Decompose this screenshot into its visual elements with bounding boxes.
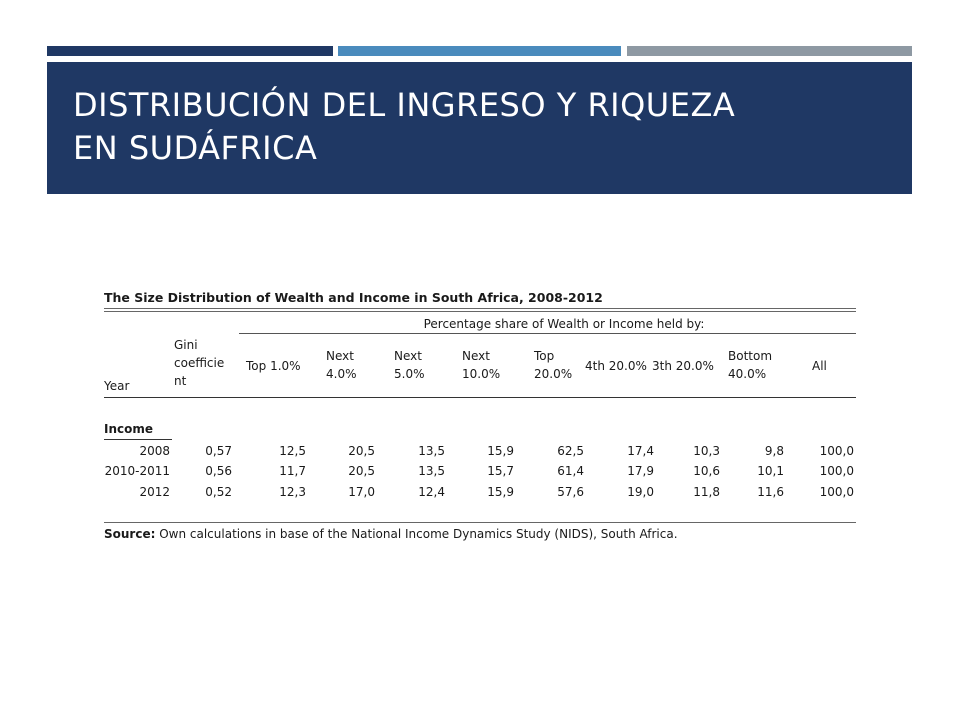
- col-header-bottom40-line1: Bottom: [728, 349, 773, 363]
- cell-year: 2008: [139, 444, 170, 458]
- section-underline: [104, 439, 172, 440]
- col-header-next4: Next 4.0%: [326, 347, 357, 383]
- cell-next4: 17,0: [348, 485, 375, 499]
- table-title: The Size Distribution of Wealth and Inco…: [104, 290, 603, 305]
- table-top-rule: [104, 311, 856, 312]
- section-label-income: Income: [104, 422, 154, 436]
- table-top-rule: [104, 308, 856, 309]
- cell-bottom40: 11,6: [757, 485, 784, 499]
- cell-top1: 11,7: [279, 464, 306, 478]
- col-header-gini-line1: Gini: [174, 338, 198, 352]
- slide-title-line1: DISTRIBUCIÓN DEL INGRESO Y RIQUEZA: [73, 86, 736, 124]
- title-banner: DISTRIBUCIÓN DEL INGRESO Y RIQUEZA EN SU…: [47, 62, 912, 194]
- col-header-next10: Next 10.0%: [462, 347, 500, 383]
- col-header-next5-line1: Next: [394, 349, 422, 363]
- cell-all: 100,0: [819, 485, 854, 499]
- col-header-gini: Gini coefficie nt: [174, 336, 224, 390]
- cell-year: 2010-2011: [104, 464, 170, 478]
- cell-gini: 0,57: [205, 444, 232, 458]
- cell-top20: 61,4: [557, 464, 584, 478]
- col-header-gini-line3: nt: [174, 374, 187, 388]
- cell-3th20: 10,6: [693, 464, 720, 478]
- cell-gini: 0,56: [205, 464, 232, 478]
- accent-bar-gray: [627, 46, 912, 56]
- cell-next5: 13,5: [418, 464, 445, 478]
- source-label: Source:: [104, 527, 156, 541]
- accent-bar-dark: [47, 46, 333, 56]
- header-bottom-rule: [104, 397, 856, 398]
- col-header-top20-line2: 20.0%: [534, 367, 573, 381]
- col-header-next5-line2: 5.0%: [394, 367, 425, 381]
- cell-bottom40: 9,8: [764, 444, 784, 458]
- col-header-next10-line1: Next: [462, 349, 490, 363]
- slide-title-line2: EN SUDÁFRICA: [73, 129, 318, 167]
- table-bottom-rule: [104, 522, 856, 523]
- cell-4th20: 19,0: [627, 485, 654, 499]
- col-header-top20-line1: Top: [534, 349, 555, 363]
- cell-top20: 62,5: [557, 444, 584, 458]
- span-header-rule: [239, 333, 856, 334]
- col-header-top1: Top 1.0%: [246, 359, 301, 373]
- distribution-table: The Size Distribution of Wealth and Inco…: [104, 281, 856, 551]
- cell-3th20: 11,8: [693, 485, 720, 499]
- cell-next4: 20,5: [348, 464, 375, 478]
- col-header-3th20: 3th 20.0%: [652, 359, 714, 373]
- col-header-top20: Top 20.0%: [534, 347, 572, 383]
- col-header-next5: Next 5.0%: [394, 347, 425, 383]
- cell-4th20: 17,9: [627, 464, 654, 478]
- table-source: Source: Own calculations in base of the …: [104, 527, 678, 541]
- col-header-bottom40-line2: 40.0%: [728, 367, 767, 381]
- cell-gini: 0,52: [205, 485, 232, 499]
- cell-all: 100,0: [819, 464, 854, 478]
- col-header-next10-line2: 10.0%: [462, 367, 501, 381]
- accent-bar-blue: [338, 46, 621, 56]
- col-header-next4-line2: 4.0%: [326, 367, 357, 381]
- cell-next10: 15,9: [487, 444, 514, 458]
- cell-top1: 12,3: [279, 485, 306, 499]
- span-header: Percentage share of Wealth or Income hel…: [423, 317, 705, 331]
- cell-next10: 15,7: [487, 464, 514, 478]
- cell-4th20: 17,4: [627, 444, 654, 458]
- cell-next10: 15,9: [487, 485, 514, 499]
- cell-bottom40: 10,1: [757, 464, 784, 478]
- cell-next4: 20,5: [348, 444, 375, 458]
- col-header-all: All: [812, 359, 827, 373]
- cell-3th20: 10,3: [693, 444, 720, 458]
- col-header-year: Year: [104, 379, 130, 393]
- cell-next5: 12,4: [418, 485, 445, 499]
- cell-next5: 13,5: [418, 444, 445, 458]
- cell-all: 100,0: [819, 444, 854, 458]
- col-header-bottom40: Bottom 40.0%: [728, 347, 772, 383]
- source-text: Own calculations in base of the National…: [155, 527, 678, 541]
- cell-top1: 12,5: [279, 444, 306, 458]
- col-header-4th20: 4th 20.0%: [585, 359, 647, 373]
- cell-year: 2012: [139, 485, 170, 499]
- slide-title: DISTRIBUCIÓN DEL INGRESO Y RIQUEZA EN SU…: [73, 84, 893, 170]
- cell-top20: 57,6: [557, 485, 584, 499]
- col-header-gini-line2: coefficie: [174, 356, 225, 370]
- col-header-next4-line1: Next: [326, 349, 354, 363]
